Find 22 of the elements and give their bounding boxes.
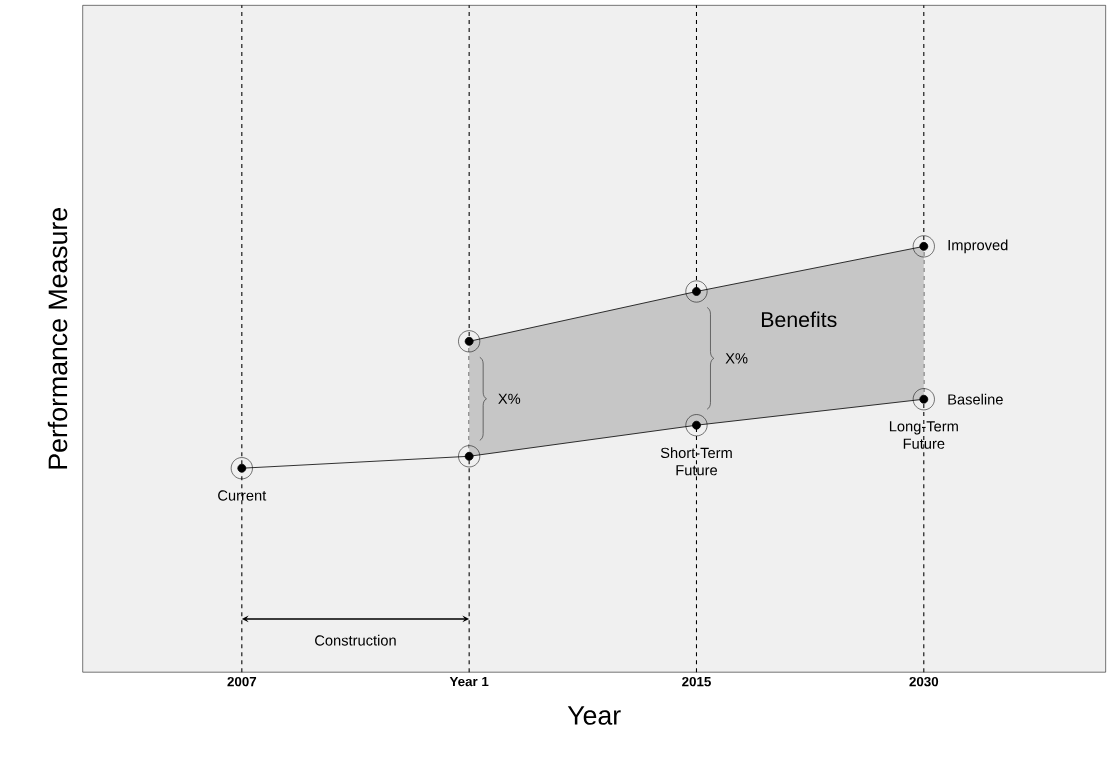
legend-label: Improved: [948, 239, 1008, 254]
annotation: X%: [498, 393, 521, 404]
point: [912, 235, 935, 258]
x-axis-title: Year: [567, 706, 621, 725]
point: [458, 445, 481, 468]
point: [685, 280, 708, 303]
legend-label: Baseline: [948, 393, 1003, 405]
point: [685, 414, 708, 437]
x-tick-label: 2030: [909, 676, 939, 687]
annotation: Current: [218, 490, 267, 501]
annotation: Short-Term Future: [660, 447, 732, 476]
annotation: Long-Term Future: [889, 421, 958, 449]
point: [912, 388, 935, 411]
annotation: Benefits: [761, 311, 837, 328]
point: [230, 457, 253, 480]
annotation: Construction: [315, 634, 396, 646]
y-axis-title: Performance Measure: [47, 207, 68, 469]
annotation: X%: [725, 353, 748, 364]
x-tick-label: Year 1: [449, 676, 489, 687]
x-tick-label: 2015: [682, 676, 711, 687]
point: [458, 330, 481, 353]
x-tick-label: 2007: [227, 676, 257, 687]
